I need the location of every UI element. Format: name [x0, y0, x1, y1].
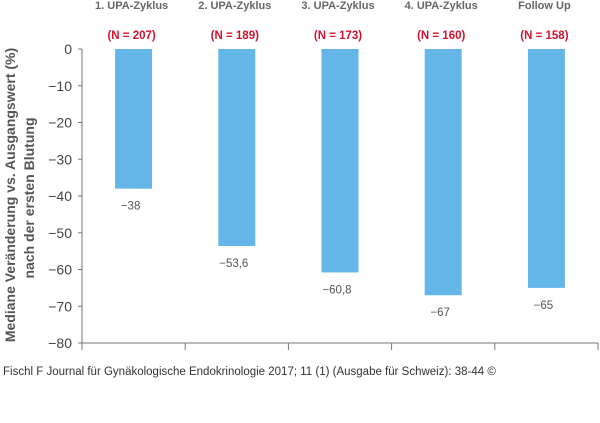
y-tick-label: −40: [48, 188, 72, 204]
y-axis-title: Mediane Veränderung vs. Ausgangswert (%): [2, 48, 18, 342]
bar: [115, 49, 153, 189]
data-label: −65: [534, 300, 554, 312]
category-label: 4. UPA-Zyklus: [405, 0, 478, 12]
source-citation: Fischl F Journal für Gynäkologische Endo…: [3, 366, 496, 378]
y-tick-label: −60: [48, 262, 72, 278]
category-label: 3. UPA-Zyklus: [301, 0, 374, 12]
y-tick-label: −10: [48, 78, 72, 94]
bar: [218, 49, 256, 246]
category-label: 2. UPA-Zyklus: [198, 0, 271, 12]
sample-size-label: (N = 160): [417, 30, 465, 42]
data-label: −67: [430, 307, 450, 319]
y-tick-label: −20: [48, 115, 72, 131]
category-label: 1. UPA-Zyklus: [95, 0, 168, 12]
sample-size-label: (N = 207): [107, 30, 155, 42]
bar: [321, 49, 359, 273]
bar: [424, 49, 462, 296]
y-tick-label: −30: [48, 151, 72, 167]
data-label: −38: [121, 201, 141, 213]
sample-size-label: (N = 173): [314, 30, 362, 42]
data-label: −60,8: [322, 284, 351, 296]
sample-size-label: (N = 158): [520, 30, 568, 42]
y-tick-label: −50: [48, 225, 72, 241]
bar-chart: 0 −10 −20 −30 −40 −50 −60 −70 −80 1. UPA-Zyklus (N…: [2, 0, 599, 351]
y-axis-title-line2: nach der ersten Blutung: [21, 117, 37, 278]
y-tick-label: −70: [48, 298, 72, 314]
category-label: Follow Up: [518, 0, 571, 12]
y-tick-label: 0: [64, 41, 72, 57]
bar: [527, 49, 565, 288]
sample-size-label: (N = 189): [211, 30, 259, 42]
data-label: −53,6: [219, 258, 248, 270]
y-tick-label: −80: [48, 335, 72, 351]
